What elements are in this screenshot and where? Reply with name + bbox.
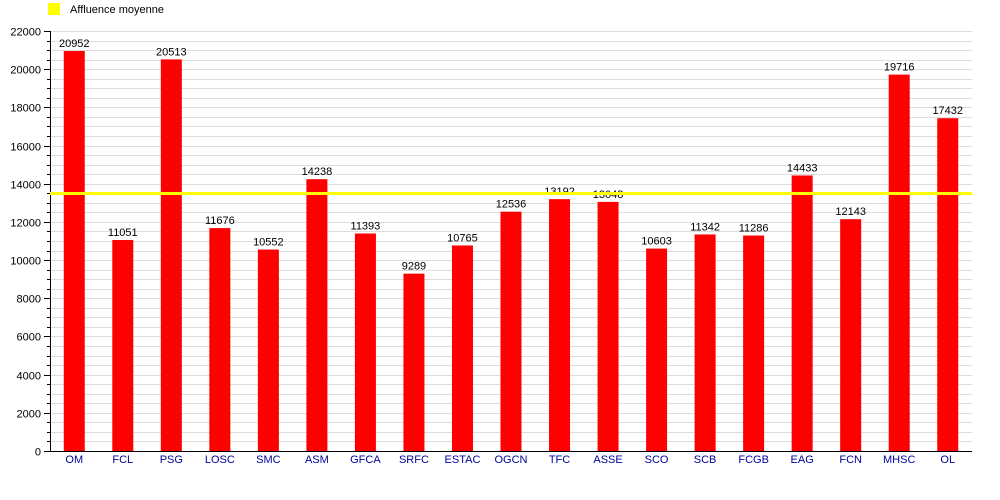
bar-estac [451,245,473,451]
category-label-asse: ASSE [593,454,622,466]
category-label-ogcn: OGCN [495,454,528,466]
y-tick-label: 0 [35,447,41,459]
value-label-fcl: 11051 [108,227,138,239]
y-tick-label: 8000 [17,294,41,306]
category-label-fcgb: FCGB [738,454,769,466]
y-tick-label: 2000 [17,409,41,421]
legend: Affluence moyenne [48,3,164,16]
value-label-asm: 14238 [302,166,333,178]
category-label-estac: ESTAC [445,454,481,466]
y-tick-label: 4000 [17,371,41,383]
value-label-om: 20952 [59,38,90,50]
value-label-sco: 10603 [641,236,672,248]
category-label-sco: SCO [645,454,669,466]
category-label-gfca: GFCA [350,454,381,466]
category-label-ol: OL [940,454,955,466]
value-label-fcgb: 11286 [739,223,769,235]
legend-label-average: Affluence moyenne [70,4,164,16]
category-label-psg: PSG [160,454,183,466]
value-label-smc: 10552 [253,237,284,249]
y-tick-label: 10000 [10,256,41,268]
bar-fcn [840,219,862,451]
bar-asm [306,179,328,451]
bars: 20952 11051 20513 11676 10552 14238 11393 9289 1… [59,38,963,452]
value-label-gfca: 11393 [351,220,381,232]
y-axis: 0 2000 4000 6000 8000 10000 12000 14000 16000 180… [10,27,51,459]
value-label-srfc: 9289 [402,261,426,273]
bar-asse [597,201,619,451]
y-tick-label: 18000 [10,103,41,115]
value-label-mhsc: 19716 [884,62,915,74]
category-label-tfc: TFC [549,454,570,466]
category-label-losc: LOSC [205,454,235,466]
value-label-scb: 11342 [690,221,720,233]
bar-sco [646,248,668,451]
value-label-ol: 17432 [932,105,963,117]
value-label-estac: 10765 [447,232,478,244]
value-label-losc: 11676 [205,215,235,227]
category-label-eag: EAG [791,454,814,466]
y-tick-label: 22000 [10,27,41,39]
category-label-fcn: FCN [839,454,862,466]
bar-ogcn [500,211,522,451]
y-tick-label: 16000 [10,142,41,154]
bar-gfca [354,233,376,451]
bar-mhsc [888,74,910,451]
bar-om [63,51,85,452]
value-label-ogcn: 12536 [496,199,527,211]
y-tick-label: 12000 [10,218,41,230]
x-axis: OM FCL PSG LOSC SMC ASM GFCA SRFC ESTAC OGCN TFC AS… [50,451,972,466]
bar-scb [694,234,716,451]
bar-eag [791,175,813,451]
category-label-smc: SMC [256,454,281,466]
bar-ol [937,118,959,451]
bar-psg [160,59,182,451]
bar-fcl [112,240,134,451]
bar-tfc [549,199,571,451]
bar-srfc [403,273,425,451]
category-label-asm: ASM [305,454,329,466]
category-label-srfc: SRFC [399,454,429,466]
bar-fcgb [743,235,765,451]
category-label-mhsc: MHSC [883,454,915,466]
bar-losc [209,228,231,451]
category-label-om: OM [65,454,83,466]
value-label-fcn: 12143 [835,206,866,218]
category-label-scb: SCB [694,454,717,466]
bar-smc [257,249,279,451]
legend-swatch-average [48,3,60,15]
y-tick-label: 20000 [10,65,41,77]
value-label-psg: 20513 [156,46,187,58]
y-tick-label: 6000 [17,332,41,344]
value-label-eag: 14433 [787,162,818,174]
category-label-fcl: FCL [112,454,133,466]
y-tick-label: 14000 [10,180,41,192]
